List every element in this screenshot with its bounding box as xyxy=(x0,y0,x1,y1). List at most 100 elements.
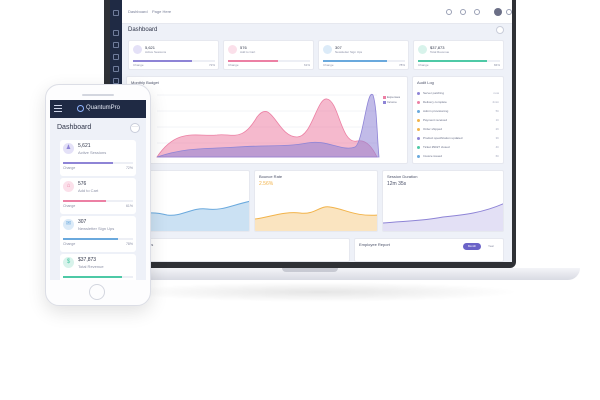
status-dot-icon xyxy=(417,128,420,131)
month-button[interactable]: Month xyxy=(463,243,481,250)
stat-footer: Change 78% xyxy=(63,242,133,246)
menu-page[interactable]: Page Here xyxy=(152,9,172,14)
stat-value: 576 xyxy=(78,181,87,187)
status-dot-icon xyxy=(417,92,420,95)
stat-value: 576 xyxy=(240,45,247,50)
phone-page-title: Dashboard xyxy=(57,124,92,131)
connections-card: Connections xyxy=(126,238,350,262)
stat-footer: Change 61% xyxy=(228,63,310,67)
status-dot-icon xyxy=(417,119,420,122)
phone-stat-card: ✉ 307 Newsletter Sign Ups Change 78% xyxy=(60,216,136,252)
stat-label: Total Revenue xyxy=(78,264,104,269)
audit-text: Server patching xyxy=(423,91,445,95)
stat-value: $37,873 xyxy=(78,257,97,263)
audit-time: 5h xyxy=(495,109,499,113)
more-vertical-icon[interactable] xyxy=(506,9,512,15)
users-icon xyxy=(133,45,142,54)
dashboard-icon[interactable] xyxy=(113,30,119,36)
hamburger-icon[interactable] xyxy=(54,105,62,112)
session-duration-card: Session Duration 12m 35s xyxy=(382,170,504,232)
search-icon[interactable] xyxy=(446,9,452,15)
audit-title: Audit Log xyxy=(417,80,434,85)
laptop-screen: Dashboard Page Here Dashboard 5,621 Activ… xyxy=(110,0,512,262)
menu-dashboard[interactable]: Dashboard xyxy=(128,9,148,14)
income-area xyxy=(156,94,380,158)
cart-icon xyxy=(228,45,237,54)
notification-icon[interactable] xyxy=(474,9,480,15)
stat-progress xyxy=(63,162,133,164)
laptop-more-button[interactable] xyxy=(496,26,504,34)
status-dot-icon xyxy=(417,155,420,158)
stat-label: Newsletter Sign Ups xyxy=(335,50,363,54)
audit-row[interactable]: Product specification updated 3h xyxy=(417,136,499,142)
status-dot-icon xyxy=(417,101,420,104)
stat-footer: Change 72% xyxy=(63,166,133,170)
audit-time: 4h xyxy=(495,145,499,149)
stat-label: Newsletter Sign Ups xyxy=(78,226,115,231)
cart-icon: ⌂ xyxy=(63,181,74,192)
logo-text: QuantumPro xyxy=(86,105,121,111)
phone-header: QuantumPro xyxy=(50,100,146,118)
laptop-stat-card: 5,621 Active Sessions Change 72% xyxy=(128,40,219,70)
phone-home-button[interactable] xyxy=(89,284,105,300)
audit-time: 3h xyxy=(495,136,499,140)
status-dot-icon xyxy=(417,110,420,113)
dollar-icon: $ xyxy=(63,257,74,268)
audit-row[interactable]: Order shipped 2h xyxy=(417,127,499,133)
audit-text: Order shipped xyxy=(423,127,443,131)
stat-progress xyxy=(228,60,310,62)
stat-progress xyxy=(63,200,133,202)
audit-row[interactable]: Invoice issued 6h xyxy=(417,154,499,160)
settings-icon[interactable] xyxy=(113,78,119,84)
audit-time: now xyxy=(493,91,499,95)
audit-row[interactable]: Admin provisioning 5h xyxy=(417,109,499,115)
avatar[interactable] xyxy=(494,8,502,16)
session-title: Session Duration xyxy=(387,174,418,179)
audit-text: Product specification updated xyxy=(423,136,463,140)
stat-value: 307 xyxy=(335,45,342,50)
chart-icon[interactable] xyxy=(113,66,119,72)
audit-time: 2min xyxy=(492,100,499,104)
laptop-stat-card: $37,873 Total Revenue Change 84% xyxy=(413,40,504,70)
audit-text: Ticket #9027 closed xyxy=(423,145,450,149)
laptop-shadow xyxy=(120,282,520,302)
stat-footer: Change 61% xyxy=(63,204,133,208)
stat-label: Add to Cart xyxy=(240,50,256,54)
grid-icon[interactable] xyxy=(113,42,119,48)
phone-more-button[interactable]: ··· xyxy=(130,123,140,133)
stat-footer: Change 84% xyxy=(418,63,500,67)
audit-text: Invoice issued xyxy=(423,154,443,158)
laptop-base xyxy=(60,268,580,280)
budget-card: Monthly Budget Expenses Income xyxy=(126,76,408,164)
year-button[interactable]: Year xyxy=(487,244,495,248)
bell-icon[interactable] xyxy=(460,9,466,15)
stat-footer: Change 78% xyxy=(323,63,405,67)
audit-text: Delivery complete xyxy=(423,100,447,104)
stat-footer: Change 72% xyxy=(133,63,215,67)
audit-text: Payment received xyxy=(423,118,448,122)
session-value: 12m 35s xyxy=(387,181,407,187)
stat-label: Active Sessions xyxy=(78,150,107,155)
status-dot-icon xyxy=(417,137,420,140)
bounce-value: 2.56% xyxy=(259,181,274,187)
audit-row[interactable]: Server patching now xyxy=(417,91,499,97)
legend-expenses: Expenses xyxy=(383,95,400,99)
audit-time: 2h xyxy=(495,127,499,131)
report-title: Employee Report xyxy=(359,242,390,247)
audit-time: 1h xyxy=(495,118,499,122)
audit-row[interactable]: Delivery complete 2min xyxy=(417,100,499,106)
home-icon[interactable] xyxy=(113,10,119,16)
session-sparkline xyxy=(383,203,503,231)
stat-progress xyxy=(418,60,500,62)
phone-speaker xyxy=(82,94,114,96)
audit-text: Admin provisioning xyxy=(423,109,449,113)
report-card: Employee Report Month Year xyxy=(354,238,504,262)
bounce-sparkline xyxy=(255,206,377,231)
audit-row[interactable]: Ticket #9027 closed 4h xyxy=(417,145,499,151)
audit-row[interactable]: Payment received 1h xyxy=(417,118,499,124)
stat-value: 5,621 xyxy=(78,143,91,149)
folder-icon[interactable] xyxy=(113,54,119,60)
stat-progress xyxy=(133,60,215,62)
stat-progress xyxy=(63,276,133,278)
